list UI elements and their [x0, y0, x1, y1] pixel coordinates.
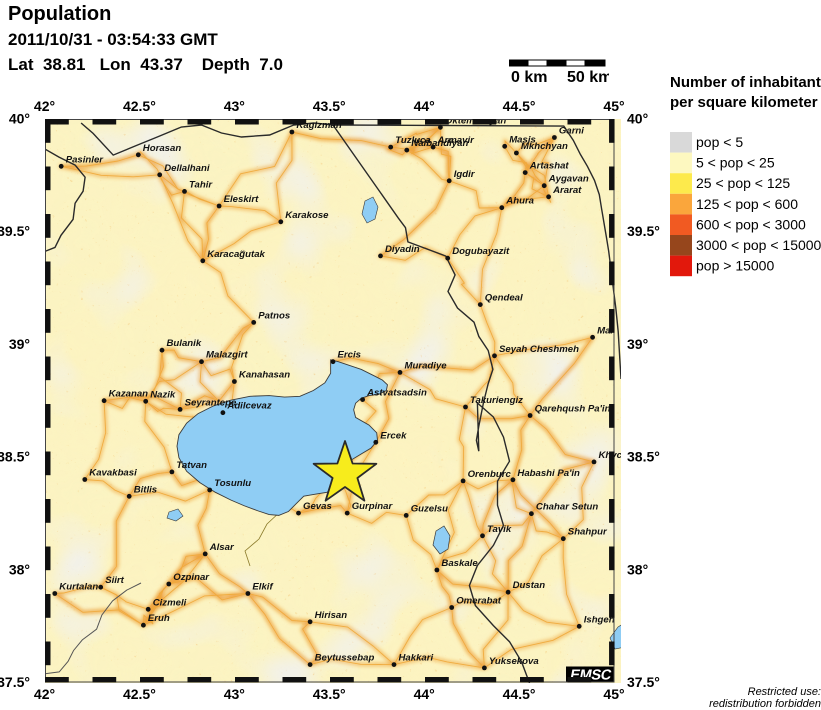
svg-text:43.5°: 43.5° [313, 98, 346, 114]
svg-text:42°: 42° [34, 98, 55, 114]
svg-text:39.5°: 39.5° [627, 223, 660, 239]
svg-text:42.5°: 42.5° [123, 686, 156, 702]
svg-text:42°: 42° [34, 686, 55, 702]
svg-text:42.5°: 42.5° [123, 98, 156, 114]
svg-text:39°: 39° [9, 336, 30, 352]
svg-text:45°: 45° [603, 686, 624, 702]
svg-text:38.5°: 38.5° [0, 449, 30, 465]
svg-text:38°: 38° [627, 561, 648, 577]
svg-text:44°: 44° [414, 686, 435, 702]
svg-text:40°: 40° [627, 111, 648, 127]
svg-text:44.5°: 44.5° [503, 686, 536, 702]
svg-text:43°: 43° [224, 98, 245, 114]
svg-text:45°: 45° [603, 98, 624, 114]
svg-text:40°: 40° [9, 111, 30, 127]
svg-text:39°: 39° [627, 336, 648, 352]
svg-text:44.5°: 44.5° [503, 98, 536, 114]
svg-text:38°: 38° [9, 561, 30, 577]
svg-text:44°: 44° [414, 98, 435, 114]
svg-text:39.5°: 39.5° [0, 223, 30, 239]
svg-text:43°: 43° [224, 686, 245, 702]
svg-text:37.5°: 37.5° [0, 674, 30, 690]
svg-text:43.5°: 43.5° [313, 686, 346, 702]
svg-text:38.5°: 38.5° [627, 449, 660, 465]
